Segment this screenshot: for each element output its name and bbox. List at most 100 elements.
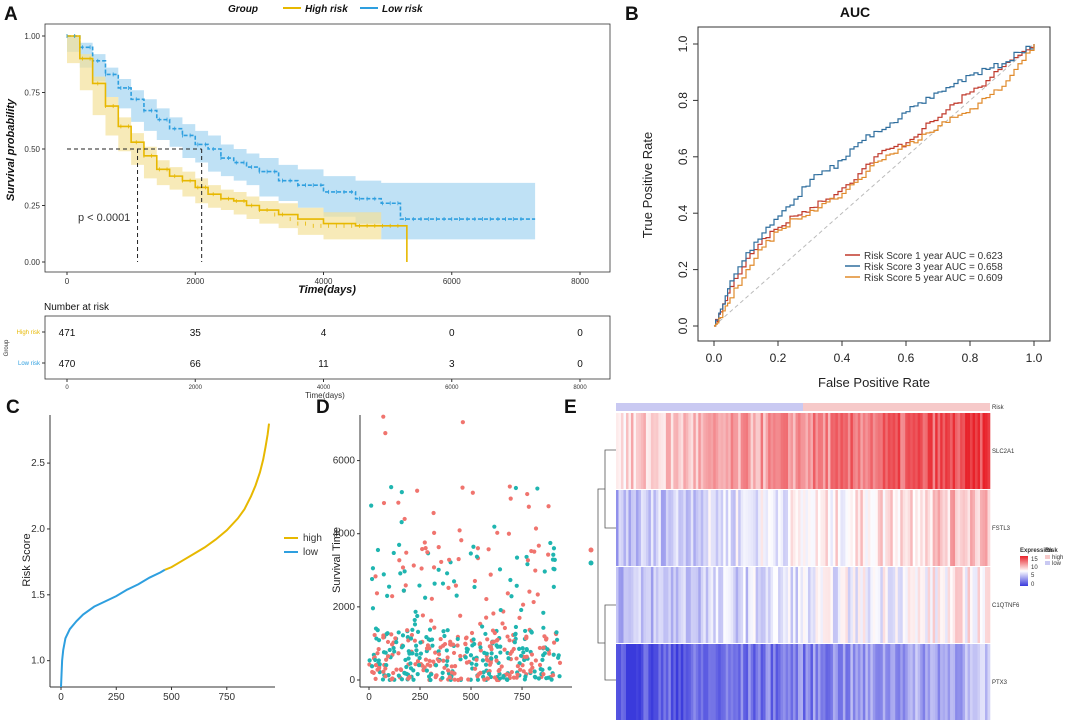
heatmap-cell xyxy=(780,567,784,643)
heatmap-cell xyxy=(638,567,642,643)
heatmap-cell xyxy=(798,413,801,489)
heatmap-cell xyxy=(625,567,629,643)
sc-point xyxy=(498,607,503,613)
heatmap-cell xyxy=(660,413,664,489)
roc-xtick-label: 0.8 xyxy=(962,351,979,365)
heatmap-cell xyxy=(690,567,694,643)
sc-point xyxy=(478,670,483,675)
heatmap-cell xyxy=(623,644,627,720)
sc-point xyxy=(383,674,388,679)
sc-point xyxy=(412,622,418,627)
sc-point xyxy=(530,665,535,670)
heatmap-cell xyxy=(628,413,632,489)
heatmap-cell xyxy=(755,490,759,566)
sc-point xyxy=(441,629,446,634)
heatmap-cell xyxy=(840,490,844,566)
sc-point xyxy=(408,661,413,666)
sc-point xyxy=(423,595,428,600)
heatmap-cell xyxy=(708,567,712,643)
heatmap-cell xyxy=(855,567,859,643)
sc-point xyxy=(525,491,530,497)
heatmap-cell xyxy=(793,490,796,566)
sc-point xyxy=(398,571,403,576)
heatmap-cell xyxy=(635,490,639,566)
sc-point xyxy=(474,657,479,662)
sc-point xyxy=(550,673,556,678)
heatmap-cell xyxy=(713,413,717,489)
heatmap-cell xyxy=(740,490,744,566)
sc-point xyxy=(480,658,486,663)
sc-point xyxy=(375,651,380,656)
sc-point xyxy=(541,625,546,630)
sc-ytick-label: 2000 xyxy=(333,602,356,613)
heatmap-cell xyxy=(725,490,729,566)
sc-point xyxy=(527,589,532,594)
sc-point xyxy=(533,658,538,663)
sc-point xyxy=(456,556,461,562)
heatmap-cell xyxy=(940,644,943,720)
heatmap-cell xyxy=(967,490,971,566)
heatmap-cell xyxy=(885,490,889,566)
sc-point xyxy=(427,627,433,632)
heatmap-cell xyxy=(960,567,963,643)
heatmap-cell xyxy=(852,644,856,720)
heatmap-cell xyxy=(643,644,647,720)
heatmap-cell xyxy=(900,567,904,643)
sc-point xyxy=(412,638,417,643)
heatmap-cell xyxy=(805,490,809,566)
sc-point xyxy=(489,647,494,652)
sc-point xyxy=(523,628,528,634)
heatmap-cell xyxy=(960,490,963,566)
heatmap-cell xyxy=(630,644,634,720)
km-legend-high-label: High risk xyxy=(305,4,348,15)
sc-point xyxy=(517,646,522,651)
sc-point xyxy=(487,662,493,667)
heatmap-cell xyxy=(847,490,851,566)
heatmap-cell xyxy=(950,567,953,643)
heatmap-cell xyxy=(915,490,918,566)
heatmap-cell xyxy=(870,490,874,566)
sc-point xyxy=(507,638,512,643)
km-legend-low-label: Low risk xyxy=(382,4,423,15)
heatmap-cell xyxy=(633,644,637,720)
sc-point xyxy=(377,662,382,667)
heatmap-cell xyxy=(760,567,764,643)
sc-point xyxy=(403,583,408,588)
sc-point xyxy=(542,569,547,574)
heatmap-cell xyxy=(980,413,983,489)
heatmap-cell xyxy=(875,567,879,643)
heatmap-cell xyxy=(822,644,826,720)
heatmap-cell xyxy=(980,567,983,643)
heatmap-cell xyxy=(625,490,629,566)
heatmap-cell xyxy=(942,490,946,566)
heatmap-cell xyxy=(628,567,632,643)
sc-point xyxy=(421,668,426,673)
heatmap-cell xyxy=(920,644,923,720)
heatmap-cell xyxy=(957,644,961,720)
sc-point xyxy=(411,668,416,673)
sc-point xyxy=(515,672,520,677)
heatmap-cell xyxy=(773,644,776,720)
heatmap-cell xyxy=(728,644,731,720)
risk-table-cell: 471 xyxy=(59,328,76,339)
heatmap-cell xyxy=(718,567,722,643)
heatmap-cell xyxy=(658,490,662,566)
sc-point xyxy=(544,676,549,681)
heatmap-cell xyxy=(715,490,719,566)
sc-point xyxy=(384,663,389,668)
heatmap-cell xyxy=(825,413,829,489)
risk-legend-high: high xyxy=(1052,555,1063,561)
heatmap-cell xyxy=(630,413,634,489)
heatmap-cell xyxy=(670,413,674,489)
heatmap-cell xyxy=(872,644,876,720)
heatmap-cell xyxy=(725,413,729,489)
sc-point xyxy=(551,652,556,657)
sc-point xyxy=(485,676,491,681)
sc-point xyxy=(489,651,494,656)
heatmap xyxy=(616,403,991,720)
heatmap-cell xyxy=(822,567,826,643)
roc-legend-1y: Risk Score 1 year AUC = 0.623 xyxy=(864,251,1003,262)
heatmap-cell xyxy=(925,644,928,720)
heatmap-cell xyxy=(688,567,692,643)
heatmap-cell xyxy=(862,413,866,489)
